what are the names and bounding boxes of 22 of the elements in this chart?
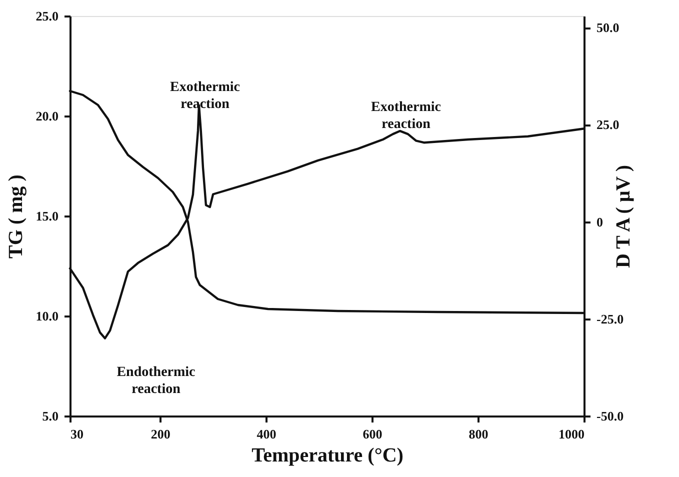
annotation: Exothermic reaction	[170, 80, 240, 112]
y2-tick-label: 25.0	[596, 117, 620, 132]
x-tick-label: 30	[70, 426, 84, 442]
y2-tick-label: -25.0	[596, 311, 624, 326]
y-axis-title: TG ( mg )	[4, 174, 27, 258]
y2-axis-title: D T A ( μV )	[612, 164, 635, 268]
x-tick-label: 600	[362, 426, 382, 442]
x-tick-label: 1000	[558, 426, 584, 442]
y-tick-label: 10.0	[36, 308, 58, 324]
y-tick-label: 15.0	[36, 208, 58, 224]
y2-tick-label: -50.0	[596, 408, 624, 424]
annotation: Exothermic reaction	[371, 100, 441, 132]
x-axis-title: Temperature (°C)	[252, 444, 404, 466]
x-tick-label: 200	[150, 426, 170, 442]
y-tick-label: 25.0	[36, 8, 58, 24]
y-tick-label: 5.0	[42, 408, 58, 424]
x-tick-label: 800	[468, 426, 488, 442]
y2-tick-label: 0	[596, 214, 603, 230]
y2-tick-label: 50.0	[596, 20, 620, 36]
x-tick-label: 400	[256, 426, 276, 442]
y-tick-label: 20.0	[36, 108, 58, 124]
annotation: Endothermic reaction	[116, 365, 196, 397]
